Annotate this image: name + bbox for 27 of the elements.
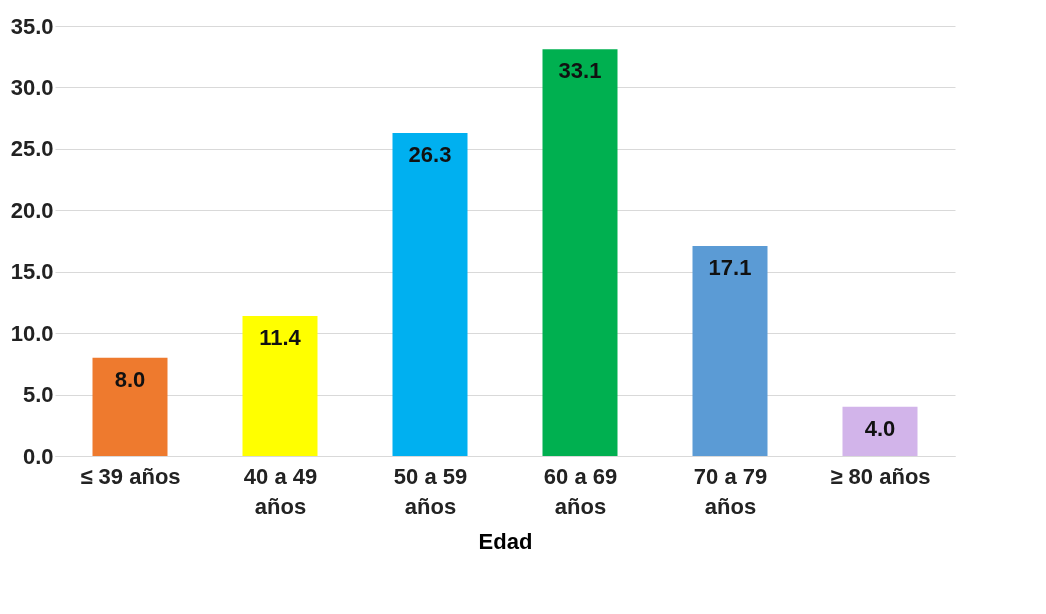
data-label: 11.4 (259, 324, 302, 350)
y-tick-label: 20.0 (10, 197, 54, 223)
y-tick-label: 10.0 (10, 320, 54, 346)
y-tick-label: 5.0 (22, 382, 54, 408)
bar (92, 357, 168, 456)
y-tick-label: 30.0 (10, 74, 54, 100)
data-label: 4.0 (864, 415, 896, 441)
data-label: 26.3 (408, 141, 452, 167)
bar (392, 132, 468, 456)
bar (842, 406, 918, 456)
x-axis-title: Edad (478, 528, 533, 554)
y-tick-label: 0.0 (22, 443, 54, 469)
bar (692, 245, 768, 456)
data-label: 8.0 (114, 366, 146, 392)
data-label: 17.1 (708, 254, 752, 280)
x-tick-label: 40 a 49 años (243, 463, 318, 519)
x-tick-label: 60 a 69 años (543, 463, 618, 519)
bar (242, 315, 318, 456)
bar (542, 49, 618, 456)
x-tick-label: ≤ 39 años (80, 463, 181, 489)
data-label: 33.1 (558, 58, 602, 84)
x-tick-label: 50 a 59 años (393, 463, 468, 519)
x-tick-label: ≥ 80 años (830, 463, 931, 489)
y-tick-label: 35.0 (10, 13, 54, 39)
y-tick-label: 15.0 (10, 259, 54, 285)
x-tick-label: 70 a 79 años (693, 463, 768, 519)
y-tick-label: 25.0 (10, 136, 54, 162)
